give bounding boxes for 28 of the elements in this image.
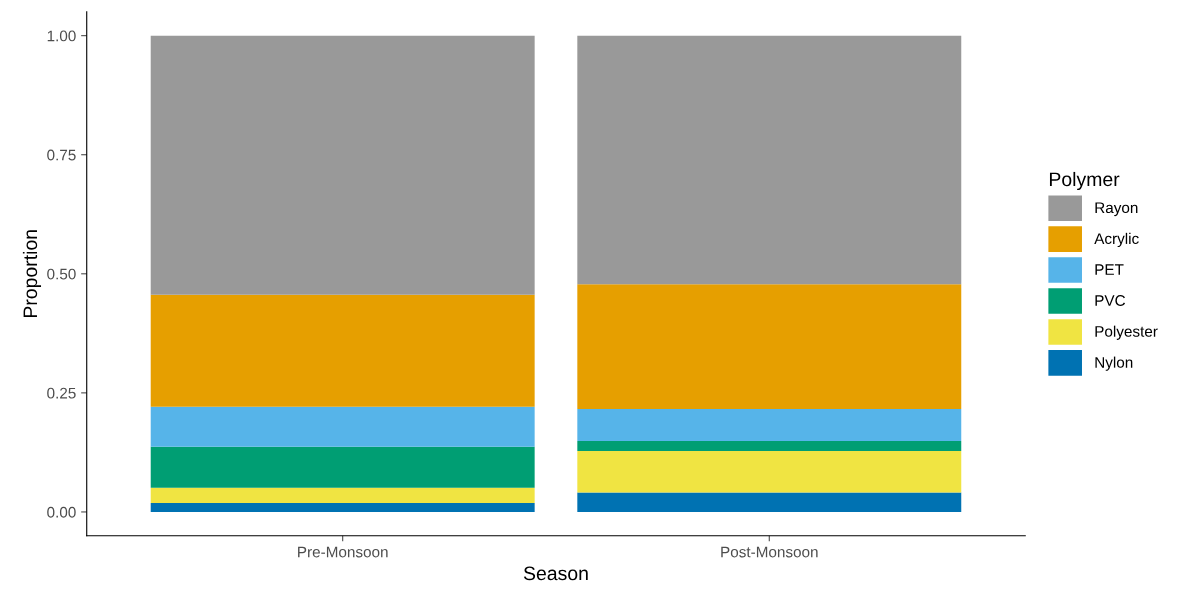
legend-label: PVC: [1095, 295, 1126, 306]
y-tick-label: 0.75: [47, 149, 76, 161]
bar: [150, 502, 535, 512]
legend-label: Rayon: [1095, 202, 1138, 217]
bar: [150, 487, 535, 503]
legend-label: Polyester: [1095, 325, 1158, 340]
legend-title: Polymer: [1049, 171, 1120, 191]
x-tick-label: Post-Monsoon: [721, 546, 818, 558]
bar: [577, 492, 962, 512]
x-axis-title: Season: [523, 566, 588, 581]
bar: [577, 35, 962, 285]
y-tick-label: 0.25: [47, 387, 76, 399]
bar: [150, 294, 535, 407]
y-tick-label: 0.50: [47, 268, 76, 280]
bar: [577, 440, 962, 451]
x-tick-label: Pre-Monsoon: [298, 546, 388, 558]
bar: [150, 446, 535, 488]
bar: [577, 284, 962, 410]
legend-label: Nylon: [1095, 356, 1133, 371]
legend-label: Acrylic: [1094, 232, 1139, 248]
y-axis-title: Proportion: [22, 230, 42, 318]
legend-label: PET: [1095, 264, 1124, 275]
bar: [577, 450, 962, 493]
bar: [150, 35, 535, 295]
bar: [577, 409, 962, 441]
y-tick-label: 0.00: [47, 506, 76, 518]
y-tick-label: 1.00: [47, 30, 76, 42]
bar: [150, 406, 535, 447]
